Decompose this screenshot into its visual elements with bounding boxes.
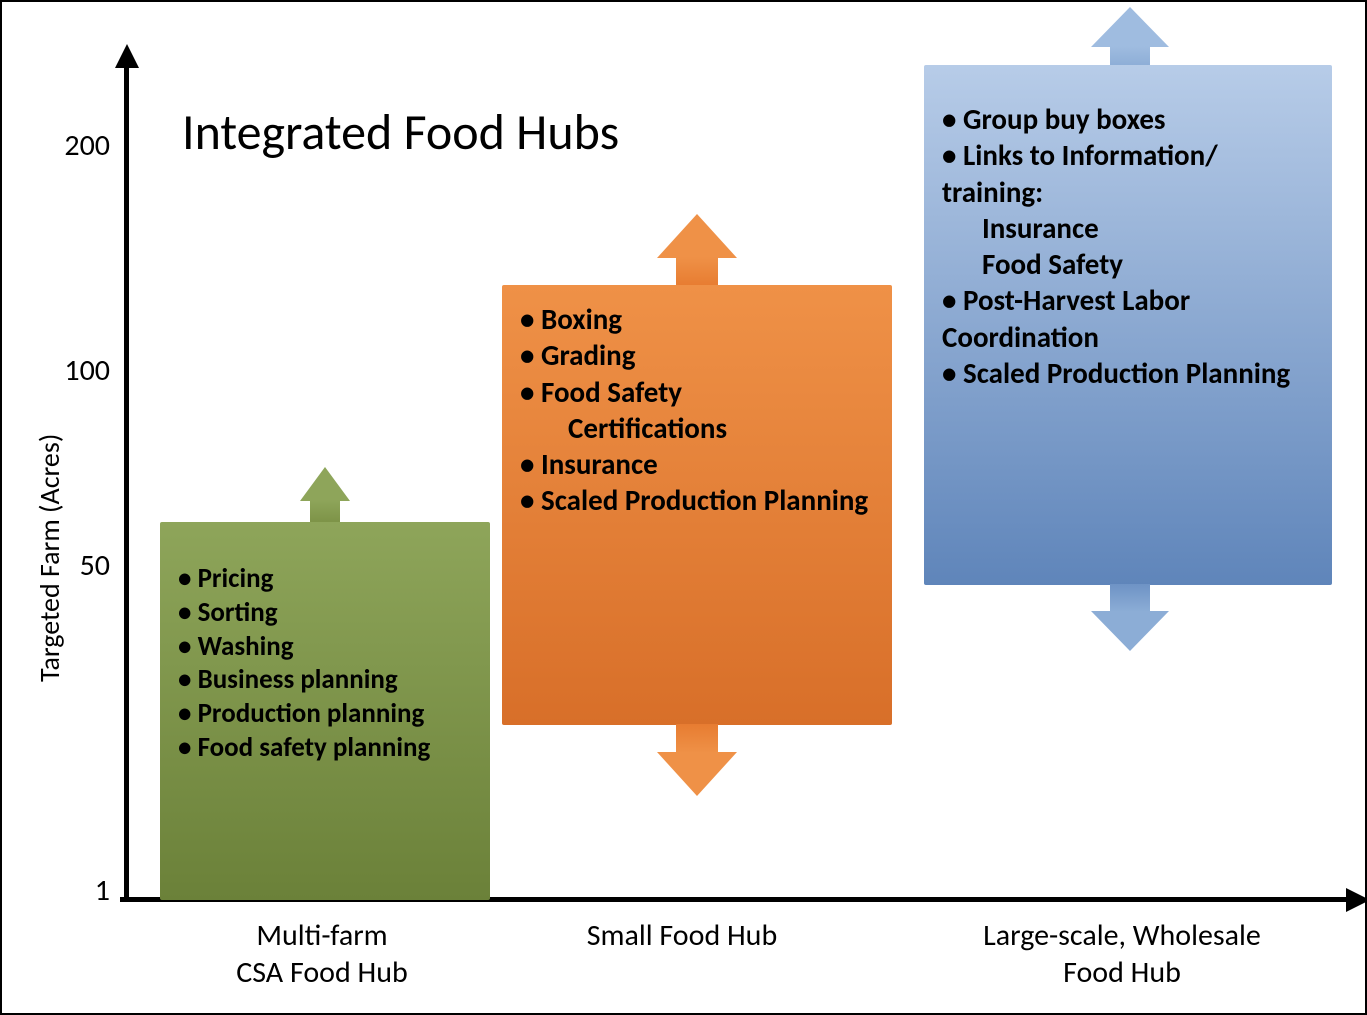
large-item: Insurance (942, 210, 1314, 246)
y-tick-100: 100 (56, 352, 110, 389)
y-tick-50: 50 (68, 547, 110, 584)
chart-canvas: Integrated Food Hubs Targeted Farm (Acre… (0, 0, 1367, 1015)
arrow-up-small (657, 214, 737, 286)
csa-item: Washing (178, 630, 472, 664)
csa-item: Sorting (178, 596, 472, 630)
large-item: Post-Harvest Labor Coordination (942, 282, 1314, 355)
y-tick-200: 200 (56, 127, 110, 164)
box-large-food-hub: Group buy boxes Links to Information/ tr… (924, 65, 1332, 585)
y-axis-line (124, 62, 129, 902)
y-axis-arrowhead (115, 44, 139, 68)
x-label-large: Large-scale, Wholesale Food Hub (922, 917, 1322, 991)
small-item: Grading (520, 337, 874, 373)
x-label-large-line2: Food Hub (922, 954, 1322, 991)
x-label-small: Small Food Hub (522, 917, 842, 954)
large-item: Group buy boxes (942, 101, 1314, 137)
csa-item: Production planning (178, 697, 472, 731)
x-label-csa: Multi-farm CSA Food Hub (172, 917, 472, 991)
x-axis-arrowhead (1346, 888, 1367, 912)
arrow-down-large (1091, 584, 1169, 652)
chart-title: Integrated Food Hubs (182, 102, 619, 163)
box-csa-food-hub: Pricing Sorting Washing Business plannin… (160, 522, 490, 900)
small-item: Insurance (520, 446, 874, 482)
x-label-csa-line2: CSA Food Hub (172, 954, 472, 991)
x-label-csa-line1: Multi-farm (172, 917, 472, 954)
box-small-food-hub: Boxing Grading Food Safety Certification… (502, 285, 892, 725)
x-label-small-line1: Small Food Hub (522, 917, 842, 954)
x-label-large-line1: Large-scale, Wholesale (922, 917, 1322, 954)
large-item: Links to Information/ training: (942, 137, 1314, 210)
csa-item: Pricing (178, 562, 472, 596)
y-axis-label: Targeted Farm (Acres) (32, 434, 67, 682)
large-item: Food Safety (942, 246, 1314, 282)
small-item: Food Safety (520, 374, 874, 410)
arrow-up-large (1091, 7, 1169, 67)
large-item: Scaled Production Planning (942, 355, 1314, 391)
csa-item: Food safety planning (178, 731, 472, 765)
small-item: Certifications (520, 410, 874, 446)
arrow-down-small (657, 724, 737, 796)
small-item: Scaled Production Planning (520, 482, 874, 518)
csa-item: Business planning (178, 663, 472, 697)
arrow-up-csa (300, 467, 350, 525)
y-tick-1: 1 (88, 872, 110, 909)
small-item: Boxing (520, 301, 874, 337)
